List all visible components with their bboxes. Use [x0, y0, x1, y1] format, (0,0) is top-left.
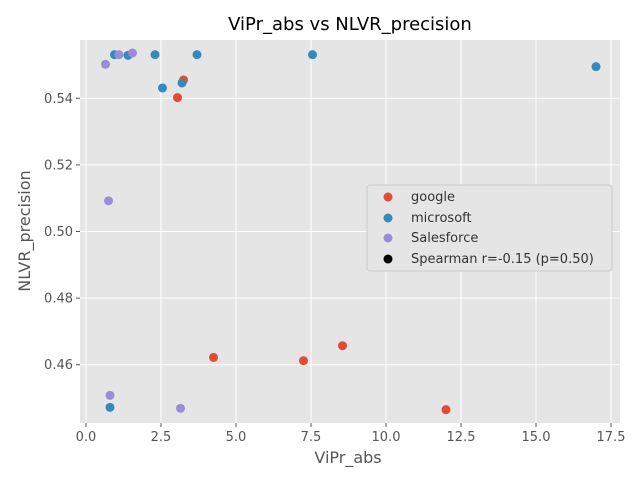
y-axis-label: NLVR_precision [15, 170, 35, 291]
x-tick-label: 7.5 [301, 430, 322, 445]
legend-marker-google [383, 192, 393, 202]
point-microsoft [177, 78, 187, 88]
point-microsoft [158, 83, 167, 93]
legend-label-microsoft: microsoft [411, 211, 472, 226]
y-axis-ticks: 0.46 0.48 0.50 0.52 0.54 [44, 92, 80, 373]
point-google [338, 341, 347, 351]
x-tick-label: 17.5 [597, 430, 626, 445]
point-google [441, 405, 451, 415]
x-tick-label: 12.5 [447, 430, 476, 445]
y-tick-label: 0.52 [44, 158, 73, 173]
legend-marker-salesforce [383, 233, 393, 243]
legend: google microsoft Salesforce Spearman r=-… [366, 184, 613, 272]
y-tick-label: 0.50 [44, 225, 73, 240]
y-tick-label: 0.48 [44, 292, 73, 307]
legend-label-spearman: Spearman r=-0.15 (p=0.50) [411, 252, 594, 267]
x-tick-label: 5.0 [226, 430, 247, 445]
y-tick-label: 0.54 [44, 92, 73, 107]
point-salesforce [105, 390, 115, 400]
x-axis-label: ViPr_abs [314, 448, 381, 468]
x-tick-label: 0.0 [76, 430, 97, 445]
point-salesforce [114, 50, 124, 60]
legend-marker-microsoft [383, 213, 393, 223]
point-microsoft [150, 50, 160, 60]
x-tick-label: 2.5 [151, 430, 172, 445]
point-microsoft [591, 62, 601, 72]
point-google [299, 356, 308, 366]
point-google [173, 93, 182, 103]
x-tick-label: 15.0 [522, 430, 551, 445]
legend-box [366, 184, 613, 272]
x-axis-ticks: 0.0 2.5 5.0 7.5 10.0 12.5 15.0 17.5 [76, 423, 626, 445]
point-salesforce [101, 59, 110, 69]
legend-marker-spearman [383, 254, 393, 264]
point-microsoft [192, 50, 202, 60]
point-microsoft [308, 50, 317, 60]
x-tick-label: 10.0 [372, 430, 401, 445]
legend-label-salesforce: Salesforce [411, 231, 478, 246]
point-salesforce [104, 196, 113, 206]
point-salesforce [176, 403, 185, 413]
point-salesforce [128, 48, 137, 58]
point-microsoft [105, 402, 115, 412]
point-google [209, 352, 218, 362]
chart-title: ViPr_abs vs NLVR_precision [228, 14, 472, 35]
legend-label-google: google [411, 190, 455, 205]
data-points [101, 48, 601, 415]
y-tick-label: 0.46 [44, 358, 73, 373]
